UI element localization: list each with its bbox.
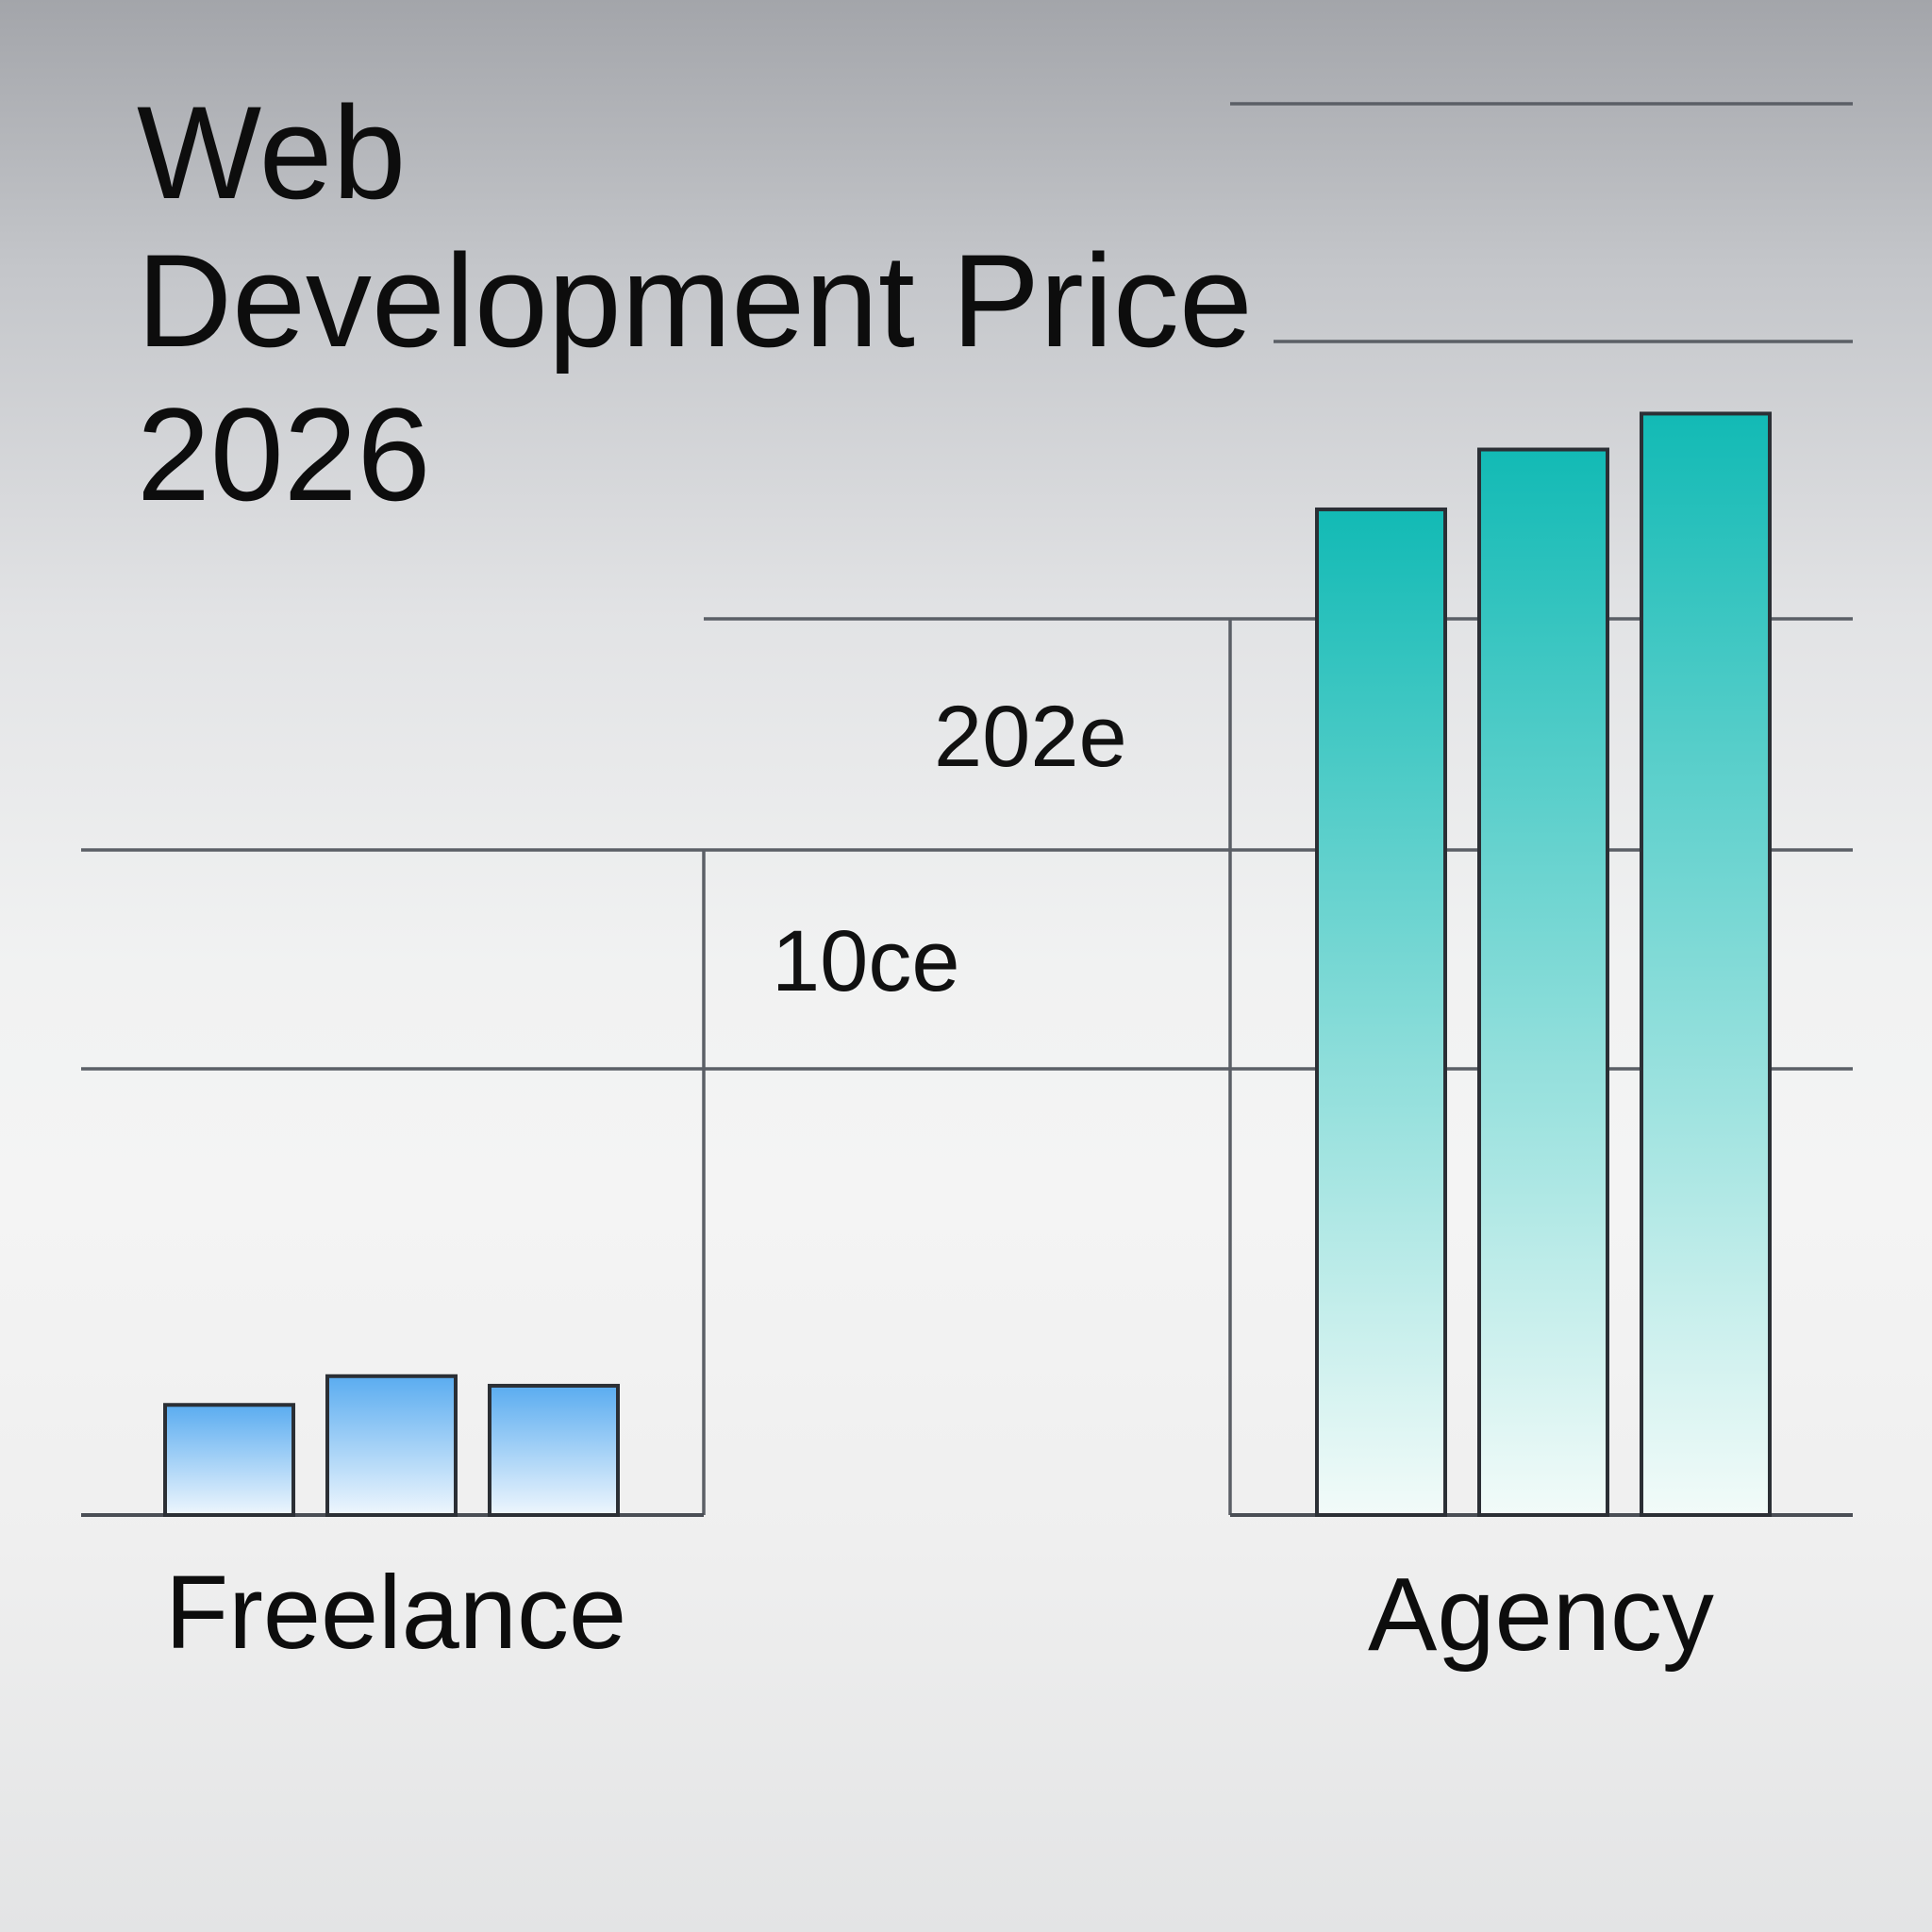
bar-freelance-1 bbox=[163, 1403, 295, 1518]
tick-label-lower: 10ce bbox=[772, 913, 960, 1009]
bar-agency-1 bbox=[1315, 507, 1447, 1517]
bar-freelance-3 bbox=[488, 1383, 620, 1518]
bars bbox=[163, 411, 1772, 1518]
category-label-freelance: Freelance bbox=[165, 1555, 626, 1671]
chart-title-line-3: 2026 bbox=[137, 380, 430, 528]
category-label-agency: Agency bbox=[1368, 1557, 1714, 1673]
tick-label-upper: 202e bbox=[934, 689, 1127, 785]
bar-agency-3 bbox=[1640, 411, 1772, 1517]
bar-freelance-2 bbox=[325, 1374, 458, 1517]
chart-title-line-2: Development Price bbox=[137, 226, 1253, 375]
bar-agency-2 bbox=[1477, 447, 1609, 1518]
chart-title-line-1: Web bbox=[137, 78, 406, 226]
